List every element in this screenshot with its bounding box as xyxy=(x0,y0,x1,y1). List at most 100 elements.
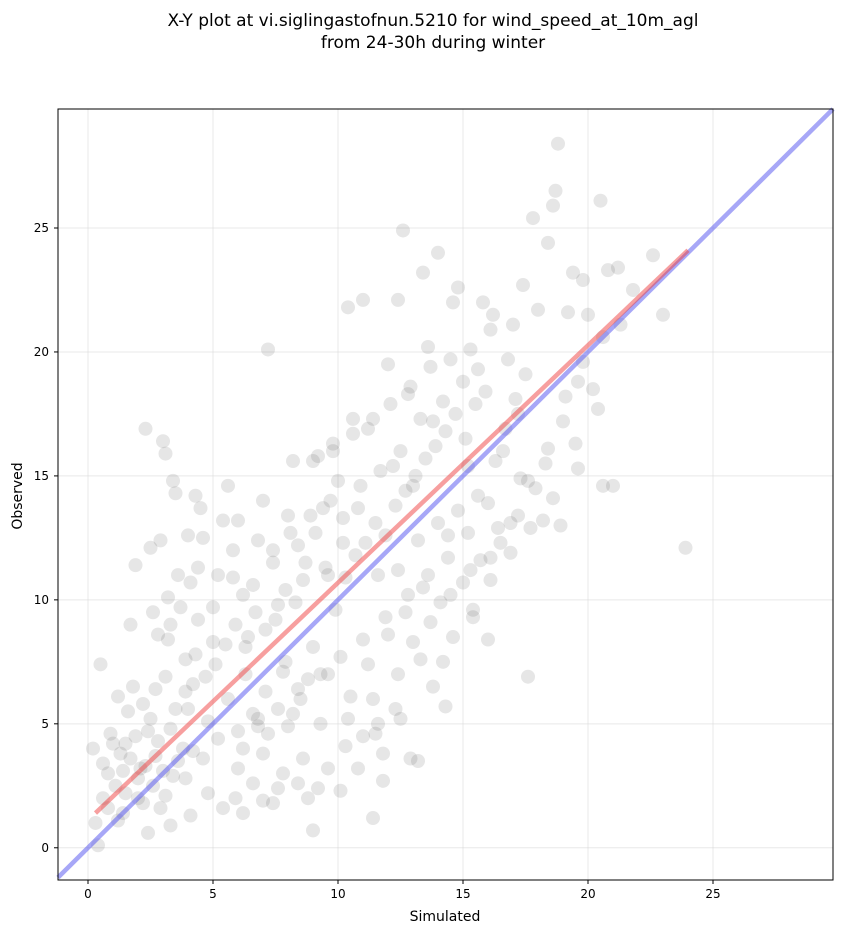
scatter-point xyxy=(521,669,535,684)
scatter-point xyxy=(366,411,380,426)
chart-title-line-2: from 24-30h during winter xyxy=(321,33,545,53)
scatter-point xyxy=(206,635,220,650)
scatter-point xyxy=(303,508,318,523)
scatter-point xyxy=(556,414,570,429)
scatter-point xyxy=(381,357,395,372)
scatter-point xyxy=(416,265,430,280)
scatter-point xyxy=(581,307,595,322)
scatter-point xyxy=(388,498,403,513)
scatter-point xyxy=(488,454,503,469)
scatter-point xyxy=(211,568,225,583)
y-tick-label: 5 xyxy=(41,717,49,731)
scatter-point xyxy=(156,434,170,449)
scatter-point xyxy=(396,223,410,238)
scatter-point xyxy=(106,736,120,751)
scatter-point xyxy=(256,793,270,808)
scatter-point xyxy=(423,615,438,630)
scatter-point xyxy=(231,513,245,528)
scatter-point xyxy=(398,483,413,498)
scatter-point xyxy=(221,478,235,493)
scatter-point xyxy=(346,411,360,426)
scatter-point xyxy=(166,768,180,783)
scatter-point xyxy=(111,689,125,704)
scatter-point xyxy=(411,533,425,548)
scatter-point xyxy=(101,766,115,781)
scatter-point xyxy=(331,473,345,488)
scatter-point xyxy=(373,463,388,478)
scatter-point xyxy=(438,424,453,439)
scatter-point xyxy=(161,632,175,647)
scatter-point xyxy=(153,801,168,816)
scatter-point xyxy=(313,667,328,682)
scatter-point xyxy=(338,739,353,754)
scatter-point xyxy=(178,652,193,667)
x-tick-label: 20 xyxy=(580,887,595,901)
scatter-point xyxy=(601,263,615,278)
scatter-point xyxy=(463,342,478,357)
scatter-point xyxy=(398,605,413,620)
scatter-point xyxy=(306,454,320,469)
scatter-point xyxy=(278,582,293,597)
x-tick-label: 5 xyxy=(209,887,217,901)
scatter-point xyxy=(311,449,325,464)
scatter-point xyxy=(123,617,138,632)
scatter-point xyxy=(266,543,280,558)
scatter-point xyxy=(571,461,585,476)
scatter-point xyxy=(496,444,510,459)
scatter-point xyxy=(376,773,390,788)
scatter-point xyxy=(481,632,495,647)
scatter-point xyxy=(388,701,403,716)
scatter-point xyxy=(158,669,173,684)
scatter-point xyxy=(443,352,458,367)
scatter-point xyxy=(503,516,518,531)
scatter-point xyxy=(286,454,300,469)
scatter-point xyxy=(141,825,155,840)
scatter-point xyxy=(288,595,303,610)
scatter-point xyxy=(346,426,360,441)
scatter-point xyxy=(523,520,538,535)
scatter-point xyxy=(551,136,565,151)
scatter-point xyxy=(591,401,605,416)
scatter-point xyxy=(283,525,298,540)
scatter-point xyxy=(423,359,438,374)
scatter-point xyxy=(401,587,415,602)
scatter-point xyxy=(201,786,215,801)
scatter-point xyxy=(246,577,260,592)
scatter-point xyxy=(268,612,283,627)
scatter-point xyxy=(478,384,493,399)
fit-line xyxy=(93,248,690,815)
scatter-point xyxy=(271,781,285,796)
scatter-point xyxy=(391,563,405,578)
scatter-point xyxy=(323,493,338,508)
scatter-point xyxy=(356,729,370,744)
scatter-point xyxy=(451,503,465,518)
scatter-point xyxy=(426,414,440,429)
scatter-point xyxy=(486,307,500,322)
scatter-point xyxy=(236,587,250,602)
scatter-point xyxy=(461,525,475,540)
scatter-point xyxy=(306,639,320,654)
scatter-point xyxy=(196,530,210,545)
scatter-point xyxy=(168,486,183,501)
scatter-point xyxy=(393,444,408,459)
scatter-point xyxy=(606,478,620,493)
scatter-point xyxy=(128,558,143,573)
scatter-point xyxy=(266,796,280,811)
scatter-point xyxy=(571,374,585,389)
scatter-point xyxy=(493,535,508,550)
scatter-point xyxy=(531,302,545,317)
scatter-point xyxy=(483,550,498,565)
scatter-point xyxy=(251,719,265,734)
scatter-point xyxy=(178,684,193,699)
scatter-point xyxy=(371,568,385,583)
scatter-point xyxy=(506,317,520,332)
scatter-point xyxy=(416,580,430,595)
scatter-point xyxy=(308,525,323,540)
scatter-point xyxy=(123,751,138,766)
scatter-point xyxy=(463,563,478,578)
scatter-point xyxy=(118,736,133,751)
scatter-point xyxy=(296,573,310,588)
scatter-point xyxy=(353,478,368,493)
scatter-point xyxy=(183,808,198,823)
